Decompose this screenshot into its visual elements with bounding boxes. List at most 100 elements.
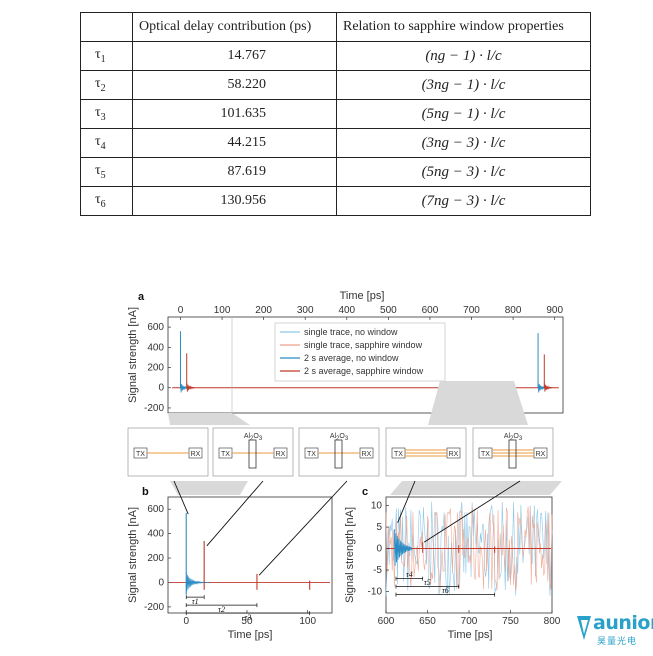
x-tick-label: 100 [299, 616, 316, 627]
logo-wordmark: aunion [593, 612, 653, 634]
tau-annotation: τ2 [218, 605, 225, 614]
sapphire-window [334, 439, 343, 469]
delay-value-cell: 130.956 [132, 186, 337, 216]
tx-label: TX [481, 451, 490, 458]
table-row: τ1 14.767 (ng − 1) · l/c [80, 41, 591, 71]
single-trace-sapphire-window [385, 506, 553, 592]
x-tick-label: 300 [297, 305, 314, 316]
table-header-cell: Optical delay contribution (ps) [132, 12, 337, 42]
x-tick-label: 100 [214, 305, 231, 316]
table-header-row: Optical delay contribution (ps) Relation… [80, 12, 591, 42]
schematic-3: TX RX Al2O3 [298, 427, 380, 477]
sapphire-window [248, 439, 257, 469]
x-tick-label: 400 [338, 305, 355, 316]
x-tick-label: 700 [463, 305, 480, 316]
x-tick-label: 200 [255, 305, 272, 316]
tau-annotation: τ5 [424, 578, 431, 587]
relation-cell: (3ng − 1) · l/c [336, 70, 591, 100]
schematic-4: TX RX [385, 427, 467, 477]
rx-label: RX [536, 451, 546, 458]
x-tick-label: 600 [422, 305, 439, 316]
legend-label-0: single trace, no window [304, 327, 398, 337]
panel-c-ylabel: Signal strength [nA] [344, 507, 356, 603]
panel-a-axes: 0 100 200 300 400 500 600 700 800 900 -200 0 200 400 6… [144, 305, 563, 414]
x-tick-label: 500 [380, 305, 397, 316]
panel-b-xlabel: Time [ps] [228, 629, 273, 641]
relation-cell: (7ng − 3) · l/c [336, 186, 591, 216]
delay-value-cell: 44.215 [132, 128, 337, 158]
relation-cell: (5ng − 3) · l/c [336, 157, 591, 187]
table-row: τ6 130.956 (7ng − 3) · l/c [80, 186, 591, 216]
tau-symbol: τ [95, 76, 101, 92]
schematic-2: TX RX Al2O3 [212, 427, 294, 477]
tx-label: TX [394, 451, 403, 458]
table-row: τ2 58.220 (3ng − 1) · l/c [80, 70, 591, 100]
arrow-tau4 [397, 480, 416, 523]
tau-annotation: τ1 [192, 597, 199, 606]
panel-b-frame [167, 496, 333, 614]
x-tick-label: 50 [241, 616, 253, 627]
tx-label: TX [221, 451, 230, 458]
x-tick-label: 800 [505, 305, 522, 316]
tau-cell: τ5 [80, 157, 133, 187]
panel-a-top-axis-label: Time [ps] [340, 290, 385, 302]
panel-b-annotations: τ1 τ2 τ3 [173, 480, 348, 622]
panel-b-traces [170, 512, 330, 595]
x-tick-label: 600 [378, 616, 395, 627]
table-row: τ5 87.619 (5ng − 3) · l/c [80, 157, 591, 187]
panel-c-axes: 600 650 700 750 800 -10 -5 0 5 10 [368, 501, 561, 627]
y-tick-label: 0 [158, 383, 164, 394]
delay-table: Optical delay contribution (ps) Relation… [80, 12, 591, 216]
legend-label-1: single trace, sapphire window [304, 340, 423, 350]
tau-symbol: τ [95, 192, 101, 208]
panel-b-axes: 0 50 100 -200 0 200 400 600 [144, 504, 316, 627]
tau-index: 3 [100, 111, 106, 123]
tau-symbol: τ [95, 163, 101, 179]
panel-label-c: c [362, 486, 368, 498]
table-header-cell [80, 12, 133, 42]
tau-index: 5 [100, 169, 106, 181]
tau-annotation: τ3 [245, 613, 252, 622]
legend: single trace, no window single trace, sa… [274, 322, 446, 382]
tx-label: TX [136, 451, 145, 458]
table-row: τ4 44.215 (3ng − 3) · l/c [80, 128, 591, 158]
legend-label-2: 2 s average, no window [304, 353, 399, 363]
y-tick-label: -5 [373, 565, 382, 576]
connector-c [390, 481, 562, 495]
panel-c-xlabel: Time [ps] [448, 629, 493, 641]
logo-mark-icon [577, 616, 591, 640]
panel-label-b: b [142, 486, 149, 498]
tx-label: TX [307, 451, 316, 458]
window-label: Al2O3 [330, 433, 349, 442]
logo-subtitle: 昊量光电 [597, 637, 638, 647]
x-tick-label: 0 [178, 305, 184, 316]
y-tick-label: -200 [144, 403, 164, 414]
x-tick-label: 0 [183, 616, 189, 627]
rx-label: RX [362, 451, 372, 458]
tau-cell: τ1 [80, 41, 133, 71]
x-tick-label: 800 [544, 616, 561, 627]
y-tick-label: 5 [376, 522, 382, 533]
y-tick-label: -200 [144, 602, 164, 613]
window-label: Al2O3 [504, 433, 523, 442]
y-tick-label: 0 [376, 544, 382, 555]
y-tick-label: 200 [147, 553, 164, 564]
panel-b-ylabel: Signal strength [nA] [127, 507, 139, 603]
tau-annotation: τ4 [406, 570, 413, 579]
zoom-indicator-b [168, 413, 250, 425]
y-tick-label: 200 [147, 363, 164, 374]
y-tick-label: 600 [147, 504, 164, 515]
rx-label: RX [191, 451, 201, 458]
panel-c-annotations: τ4 τ5 τ6 [395, 480, 521, 597]
arrow-tau5 [423, 480, 521, 543]
arrow-tau2 [206, 480, 264, 547]
ringdown-no-window [393, 529, 412, 566]
tau-cell: τ6 [80, 186, 133, 216]
x-tick-label: 750 [502, 616, 519, 627]
x-tick-label: 900 [546, 305, 563, 316]
y-tick-label: -10 [368, 587, 383, 598]
figure: a Time [ps] Signal strength [nA] 0 100 200… [127, 290, 563, 641]
x-tick-label: 700 [461, 616, 478, 627]
delay-value-cell: 101.635 [132, 99, 337, 129]
tau-index: 1 [100, 53, 106, 65]
